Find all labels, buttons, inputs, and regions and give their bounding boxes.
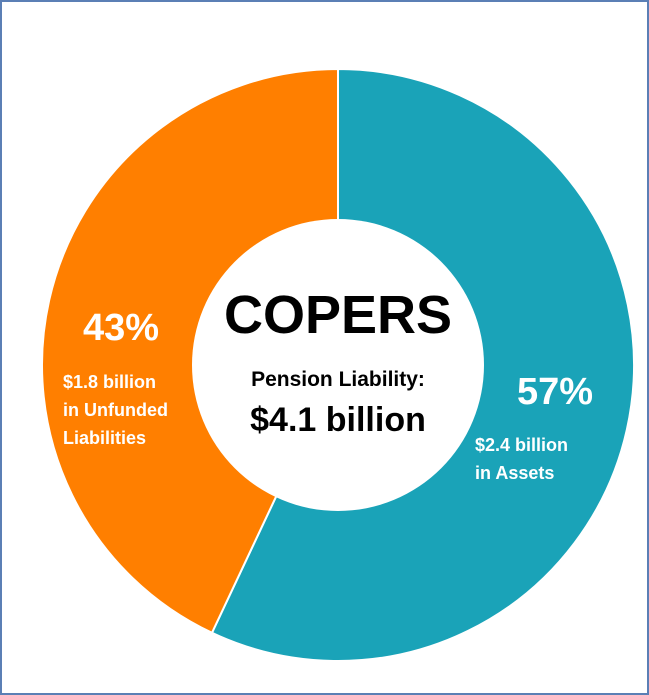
center-subtitle: Pension Liability: (251, 368, 425, 391)
unfunded-caption-label-2: Liabilities (63, 428, 146, 448)
center-hole (192, 219, 484, 511)
unfunded-percent-label: 43% (83, 307, 159, 349)
unfunded-caption-label: in Unfunded (63, 400, 168, 420)
assets-caption-label: in Assets (475, 463, 554, 483)
slice-unfunded (41, 67, 339, 635)
center-total: $4.1 billion (250, 401, 426, 439)
center-title: COPERS (224, 285, 452, 345)
unfunded-value-label: $1.8 billion (63, 372, 156, 392)
assets-value-label: $2.4 billion (475, 435, 568, 455)
assets-percent-label: 57% (517, 371, 593, 413)
